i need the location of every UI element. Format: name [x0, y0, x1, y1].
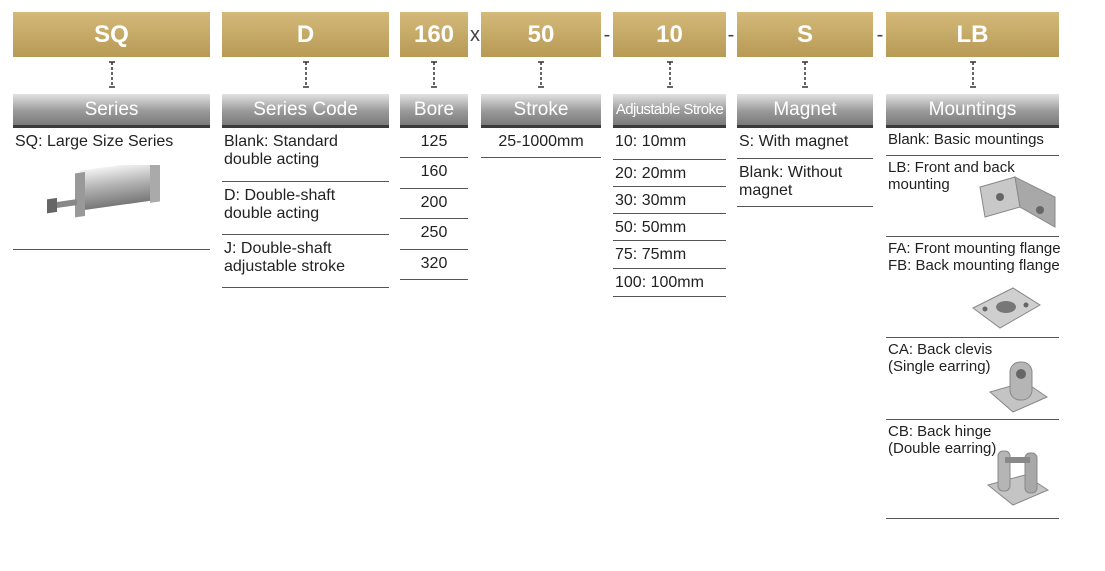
flange-image — [972, 287, 1041, 329]
option-item: J: Double-shaft adjustable stroke — [222, 235, 389, 288]
code-segment: 10 — [613, 12, 726, 57]
connector — [431, 61, 437, 88]
item-text: 125 — [420, 133, 448, 150]
item-text: CB: Back hinge — [888, 423, 992, 440]
item-text: Blank: Without — [739, 164, 843, 181]
item-text: 200 — [420, 194, 448, 211]
code-segment: S — [737, 12, 873, 57]
item-text: FB: Back mounting flange — [888, 257, 1060, 274]
code-separator: - — [727, 23, 735, 46]
item-text: double acting — [224, 151, 320, 168]
option-item: SQ: Large Size Series — [13, 128, 210, 250]
item-text: 25-1000mm — [498, 133, 584, 150]
item-text: SQ: Large Size Series — [15, 133, 174, 150]
option-item: 50: 50mm — [613, 214, 726, 241]
code-segment: D — [222, 12, 389, 57]
item-text: magnet — [739, 182, 793, 199]
item-text: double acting — [224, 205, 320, 222]
option-item: D: Double-shaft double acting — [222, 182, 389, 235]
column-header: Stroke — [481, 94, 601, 128]
code-separator: - — [876, 23, 884, 46]
option-item: 125 — [400, 128, 468, 158]
option-item: CB: Back hinge (Double earring) — [886, 420, 1059, 519]
option-item: FA: Front mounting flange FB: Back mounti… — [886, 237, 1061, 338]
option-item: 30: 30mm — [613, 187, 726, 214]
item-text: 50: 50mm — [615, 219, 687, 236]
option-item: 100: 100mm — [613, 269, 726, 297]
item-text: 100: 100mm — [615, 274, 704, 291]
connector — [538, 61, 544, 88]
connector — [969, 61, 976, 88]
code-segment: LB — [886, 12, 1059, 57]
item-text: 30: 30mm — [615, 192, 687, 209]
item-text: J: Double-shaft — [224, 240, 332, 257]
column-header: Series — [13, 94, 210, 128]
column-header: Bore — [400, 94, 468, 128]
item-text: 320 — [420, 255, 448, 272]
item-text: LB: Front and back — [888, 159, 1015, 176]
option-item: 25-1000mm — [481, 128, 601, 158]
item-text: D: Double-shaft — [224, 187, 336, 204]
code-separator: - — [603, 23, 611, 46]
option-item: 160 — [400, 158, 468, 189]
connector — [108, 61, 115, 88]
item-text: 75: 75mm — [615, 246, 687, 263]
item-text: Blank: Basic mountings — [888, 131, 1044, 148]
item-text: (Single earring) — [888, 358, 991, 375]
column-header: Mountings — [886, 94, 1059, 128]
item-text: 160 — [420, 163, 448, 180]
item-text: FA: Front mounting flange — [888, 240, 1061, 257]
option-item: 10: 10mm — [613, 128, 726, 160]
column-header: Series Code — [222, 94, 389, 128]
option-item: 200 — [400, 189, 468, 219]
code-segment: SQ — [13, 12, 210, 57]
item-text: 250 — [420, 224, 448, 241]
option-item: LB: Front and back mounting — [886, 156, 1059, 237]
option-item: 20: 20mm — [613, 160, 726, 187]
item-text: 20: 20mm — [615, 165, 687, 182]
item-text: CA: Back clevis — [888, 341, 993, 358]
option-item: Blank: Without magnet — [737, 159, 873, 207]
connector — [802, 61, 808, 88]
code-segment: 160 — [400, 12, 468, 57]
option-item: 250 — [400, 219, 468, 250]
option-item: Blank: Standard double acting — [222, 128, 389, 182]
lb-mounting-image — [979, 176, 1056, 228]
option-item: CA: Back clevis (Single earring) — [886, 338, 1059, 420]
item-text: mounting — [888, 176, 950, 193]
item-text: adjustable stroke — [224, 258, 345, 275]
item-text: 10: 10mm — [615, 133, 687, 150]
clevis-image — [988, 361, 1049, 413]
item-text: (Double earring) — [888, 440, 997, 457]
option-item: 320 — [400, 250, 468, 280]
cylinder-image — [47, 165, 160, 218]
option-item: S: With magnet — [737, 128, 873, 159]
code-separator: x — [470, 23, 480, 46]
hinge-image — [986, 450, 1050, 506]
option-item: 75: 75mm — [613, 241, 726, 269]
connector — [666, 61, 673, 88]
column-header: Magnet — [737, 94, 873, 128]
item-text: S: With magnet — [739, 133, 849, 150]
option-item: Blank: Basic mountings — [886, 128, 1059, 156]
code-segment: 50 — [481, 12, 601, 57]
connector — [302, 61, 309, 88]
column-header: Adjustable Stroke — [613, 94, 726, 128]
item-text: Blank: Standard — [224, 133, 338, 150]
